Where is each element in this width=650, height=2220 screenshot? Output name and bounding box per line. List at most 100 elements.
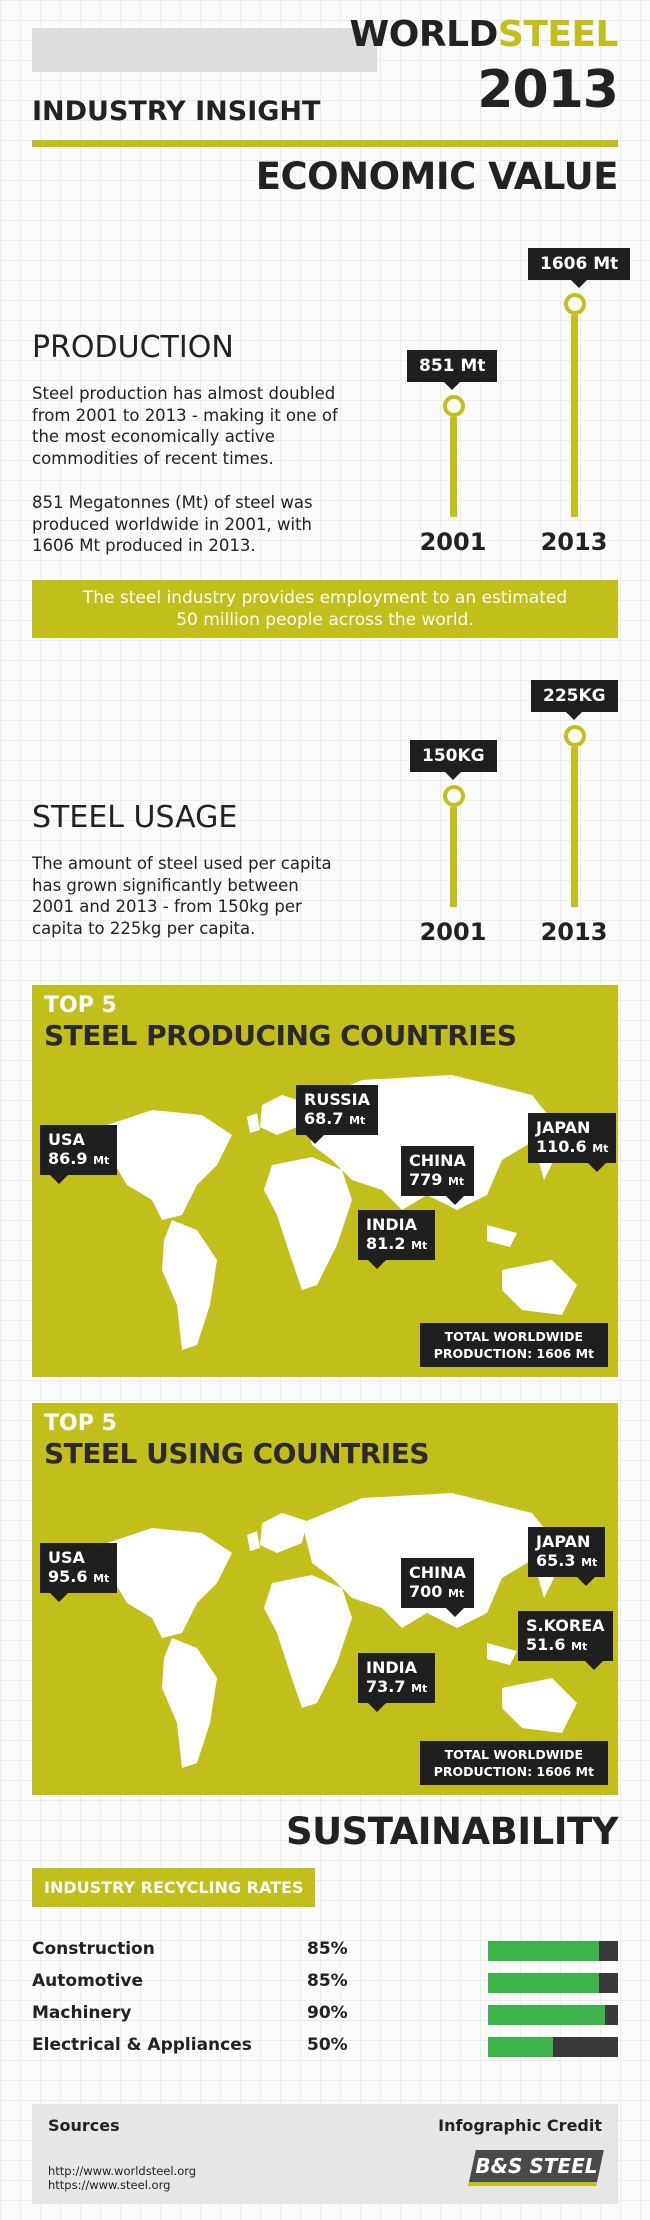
producing-russia-name: RUSSIA [304, 1090, 370, 1109]
using-total-line-1: TOTAL WORLDWIDE [444, 1747, 584, 1762]
usage-2001-value: 150KG [410, 740, 497, 780]
usage-2013-value: 225KG [531, 680, 618, 720]
production-2013-value: 1606 Mt [528, 248, 631, 288]
using-title: STEEL USING COUNTRIES [44, 1437, 430, 1470]
recycling-row: Automotive 85% [32, 1971, 618, 1995]
header-placeholder-bar [32, 28, 377, 72]
production-paragraph-1: Steel production has almost doubled from… [32, 384, 338, 468]
producing-label-japan: JAPAN 110.6 Mt [528, 1113, 617, 1172]
recycling-row: Machinery 90% [32, 2003, 618, 2027]
recycling-heading: INDUSTRY RECYCLING RATES [32, 1868, 316, 1907]
producing-usa-name: USA [48, 1130, 85, 1149]
producing-china-name: CHINA [409, 1151, 466, 1170]
production-2001-value: 851 Mt [407, 350, 498, 390]
footer: Sources http://www.worldsteel.org https:… [32, 2104, 618, 2204]
production-year-2013: 2013 [540, 528, 608, 556]
producing-china-unit: Mt [447, 1175, 465, 1188]
using-japan-value: 65.3 [536, 1551, 576, 1570]
using-label-skorea: S.KOREA 51.6 Mt [518, 1611, 613, 1670]
production-2013-knob [564, 293, 586, 315]
usage-2013-pole [571, 747, 578, 907]
recycling-row-name: Construction [32, 1939, 155, 1959]
recycling-bar-track [488, 1941, 618, 1961]
using-skorea-value: 51.6 [526, 1635, 566, 1654]
banner-line-1: The steel industry provides employment t… [82, 588, 568, 608]
producing-label-russia: RUSSIA 68.7 Mt [296, 1085, 378, 1144]
using-india-name: INDIA [366, 1658, 417, 1677]
production-year-2001: 2001 [419, 528, 487, 556]
usage-year-2001: 2001 [419, 918, 487, 946]
using-skorea-name: S.KOREA [526, 1616, 605, 1635]
employment-banner: The steel industry provides employment t… [32, 580, 618, 638]
recycling-row-name: Electrical & Appliances [32, 2035, 252, 2055]
recycling-row-name: Machinery [32, 2003, 132, 2023]
recycling-row-percent: 85% [307, 1971, 348, 1991]
producing-india-name: INDIA [366, 1215, 417, 1234]
producing-top5-label: TOP 5 [44, 993, 117, 1018]
recycling-row-name: Automotive [32, 1971, 144, 1991]
source-link-worldsteel[interactable]: http://www.worldsteel.org [48, 2164, 197, 2178]
producing-label-india: INDIA 81.2 Mt [358, 1210, 436, 1269]
header-year: 2013 [477, 60, 619, 120]
using-japan-unit: Mt [581, 1556, 598, 1569]
sources-title: Sources [48, 2116, 120, 2135]
usage-paragraph: The amount of steel used per capita has … [32, 854, 332, 938]
banner-line-2: 50 million people across the world. [176, 610, 474, 630]
using-label-usa: USA 95.6 Mt [40, 1543, 118, 1602]
producing-japan-value: 110.6 [536, 1137, 587, 1156]
production-2013-pole [571, 315, 578, 517]
using-usa-value: 95.6 [48, 1567, 88, 1586]
recycling-row-percent: 90% [307, 2003, 348, 2023]
infographic-credit-title: Infographic Credit [438, 2116, 602, 2135]
recycling-bar-fill [488, 1941, 599, 1961]
using-india-unit: Mt [411, 1682, 428, 1695]
bs-steel-logo[interactable]: B&S STEEL [468, 2150, 604, 2186]
usage-2001-knob [443, 785, 465, 807]
using-label-china: CHINA 700 Mt [401, 1558, 474, 1617]
production-2001-pole [450, 417, 457, 517]
using-china-unit: Mt [447, 1587, 465, 1600]
brand-world: WORLD [349, 14, 499, 55]
recycling-row: Electrical & Appliances 50% [32, 2035, 618, 2059]
producing-label-usa: USA 86.9 Mt [40, 1125, 118, 1184]
using-total-box: TOTAL WORLDWIDE PRODUCTION: 1606 Mt [419, 1741, 608, 1785]
producing-total-box: TOTAL WORLDWIDE PRODUCTION: 1606 Mt [419, 1323, 608, 1367]
recycling-bar-track [488, 1973, 618, 1993]
recycling-row: Construction 85% [32, 1939, 618, 1963]
production-heading: PRODUCTION [32, 330, 234, 365]
recycling-bar-fill [488, 1973, 599, 1993]
producing-russia-unit: Mt [349, 1114, 366, 1127]
recycling-bar-fill [488, 2037, 553, 2057]
producing-japan-unit: Mt [592, 1142, 609, 1155]
recycling-bar-track [488, 2037, 618, 2057]
using-skorea-unit: Mt [571, 1640, 588, 1653]
using-china-value: 700 [409, 1582, 443, 1601]
recycling-bar-track [488, 2005, 618, 2025]
producing-label-china: CHINA 779 Mt [401, 1146, 474, 1205]
producing-usa-unit: Mt [93, 1154, 110, 1167]
using-china-name: CHINA [409, 1563, 466, 1582]
using-label-india: INDIA 73.7 Mt [358, 1653, 436, 1712]
producing-japan-name: JAPAN [536, 1118, 591, 1137]
producing-total-line-2: PRODUCTION: 1606 Mt [433, 1346, 594, 1361]
source-link-steel[interactable]: https://www.steel.org [48, 2178, 171, 2192]
producing-india-unit: Mt [411, 1239, 428, 1252]
brand-title: WORLDSTEEL [349, 14, 619, 55]
usage-year-2013: 2013 [540, 918, 608, 946]
economic-value-title: ECONOMIC VALUE [255, 155, 619, 198]
production-2001-knob [443, 395, 465, 417]
using-countries-panel: TOP 5 STEEL USING COUNTRIES USA 95.6 Mt C… [32, 1403, 618, 1795]
header-divider [32, 140, 618, 147]
producing-india-value: 81.2 [366, 1234, 406, 1253]
production-paragraph-2: 851 Megatonnes (Mt) of steel was produce… [32, 493, 313, 555]
usage-2001-pole [450, 807, 457, 907]
producing-countries-panel: TOP 5 STEEL PRODUCING COUNTRIES USA 86.9 … [32, 985, 618, 1377]
sustainability-title: SUSTAINABILITY [285, 1810, 619, 1853]
using-usa-unit: Mt [93, 1572, 110, 1585]
usage-heading: STEEL USAGE [32, 800, 238, 835]
using-japan-name: JAPAN [536, 1532, 591, 1551]
producing-china-value: 779 [409, 1170, 443, 1189]
logo-text: B&S STEEL [475, 2154, 598, 2178]
brand-steel: STEEL [497, 14, 619, 55]
using-total-line-2: PRODUCTION: 1606 Mt [433, 1764, 594, 1779]
